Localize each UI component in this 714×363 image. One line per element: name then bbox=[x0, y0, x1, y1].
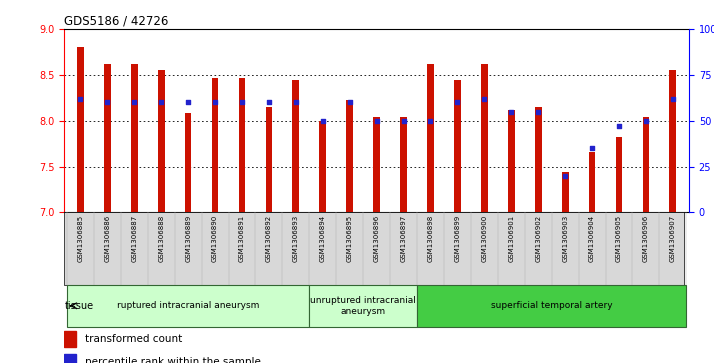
Bar bbox=[64, 331, 76, 347]
Point bbox=[263, 99, 275, 105]
Text: GSM1306900: GSM1306900 bbox=[481, 215, 488, 262]
Text: GSM1306885: GSM1306885 bbox=[77, 215, 84, 262]
Bar bbox=[67, 285, 309, 327]
Bar bbox=[670, 70, 676, 212]
Bar bbox=[185, 113, 191, 212]
Bar bbox=[401, 117, 407, 212]
Bar bbox=[508, 110, 515, 212]
Point bbox=[156, 99, 167, 105]
Bar bbox=[266, 107, 272, 212]
Bar bbox=[158, 70, 164, 212]
Text: GSM1306901: GSM1306901 bbox=[508, 215, 514, 262]
Bar bbox=[535, 107, 542, 212]
Point bbox=[75, 96, 86, 102]
Bar bbox=[373, 117, 380, 212]
Point bbox=[209, 99, 221, 105]
Bar bbox=[211, 78, 218, 212]
Bar bbox=[481, 64, 488, 212]
Text: GSM1306905: GSM1306905 bbox=[616, 215, 622, 262]
Point bbox=[506, 109, 517, 114]
Text: GSM1306893: GSM1306893 bbox=[293, 215, 299, 262]
Bar bbox=[238, 78, 246, 212]
Text: GSM1306907: GSM1306907 bbox=[670, 215, 676, 262]
Point bbox=[290, 99, 301, 105]
Bar bbox=[615, 137, 623, 212]
Point bbox=[182, 99, 193, 105]
Text: tissue: tissue bbox=[65, 301, 94, 311]
Point bbox=[533, 109, 544, 114]
Point bbox=[425, 118, 436, 123]
Point bbox=[398, 118, 409, 123]
Point bbox=[478, 96, 490, 102]
Point bbox=[101, 99, 113, 105]
Bar bbox=[643, 117, 649, 212]
Text: GDS5186 / 42726: GDS5186 / 42726 bbox=[64, 15, 169, 28]
Text: unruptured intracranial
aneurysm: unruptured intracranial aneurysm bbox=[311, 296, 416, 315]
Point bbox=[613, 123, 625, 129]
Bar bbox=[589, 152, 595, 212]
Text: GSM1306894: GSM1306894 bbox=[320, 215, 326, 262]
Text: GSM1306903: GSM1306903 bbox=[562, 215, 568, 262]
Text: GSM1306890: GSM1306890 bbox=[212, 215, 218, 262]
Point bbox=[586, 145, 598, 151]
Text: GSM1306896: GSM1306896 bbox=[373, 215, 380, 262]
Text: GSM1306904: GSM1306904 bbox=[589, 215, 595, 262]
Text: GSM1306899: GSM1306899 bbox=[454, 215, 461, 262]
Text: GSM1306897: GSM1306897 bbox=[401, 215, 406, 262]
Text: ruptured intracranial aneurysm: ruptured intracranial aneurysm bbox=[117, 301, 259, 310]
Text: GSM1306889: GSM1306889 bbox=[185, 215, 191, 262]
Bar bbox=[104, 64, 111, 212]
Point bbox=[452, 99, 463, 105]
Bar bbox=[427, 64, 434, 212]
Point bbox=[640, 118, 652, 123]
Bar bbox=[319, 121, 326, 212]
Point bbox=[236, 99, 248, 105]
Bar bbox=[131, 64, 138, 212]
Text: GSM1306892: GSM1306892 bbox=[266, 215, 272, 262]
Text: percentile rank within the sample: percentile rank within the sample bbox=[85, 356, 261, 363]
Text: GSM1306898: GSM1306898 bbox=[428, 215, 433, 262]
Point bbox=[371, 118, 383, 123]
Point bbox=[667, 96, 678, 102]
Text: GSM1306887: GSM1306887 bbox=[131, 215, 137, 262]
Text: GSM1306895: GSM1306895 bbox=[347, 215, 353, 262]
Point bbox=[129, 99, 140, 105]
Bar bbox=[346, 99, 353, 212]
Point bbox=[317, 118, 328, 123]
Text: GSM1306888: GSM1306888 bbox=[159, 215, 164, 262]
Bar bbox=[293, 80, 299, 212]
Text: GSM1306906: GSM1306906 bbox=[643, 215, 649, 262]
Text: GSM1306902: GSM1306902 bbox=[536, 215, 541, 262]
Bar bbox=[562, 172, 568, 212]
Bar bbox=[309, 285, 417, 327]
Point bbox=[560, 173, 571, 179]
Text: GSM1306891: GSM1306891 bbox=[239, 215, 245, 262]
Bar bbox=[64, 354, 76, 363]
Point bbox=[344, 99, 356, 105]
Bar bbox=[417, 285, 686, 327]
Text: transformed count: transformed count bbox=[85, 334, 182, 344]
Bar bbox=[77, 47, 84, 212]
Text: superficial temporal artery: superficial temporal artery bbox=[491, 301, 613, 310]
Text: GSM1306886: GSM1306886 bbox=[104, 215, 111, 262]
Bar bbox=[454, 80, 461, 212]
